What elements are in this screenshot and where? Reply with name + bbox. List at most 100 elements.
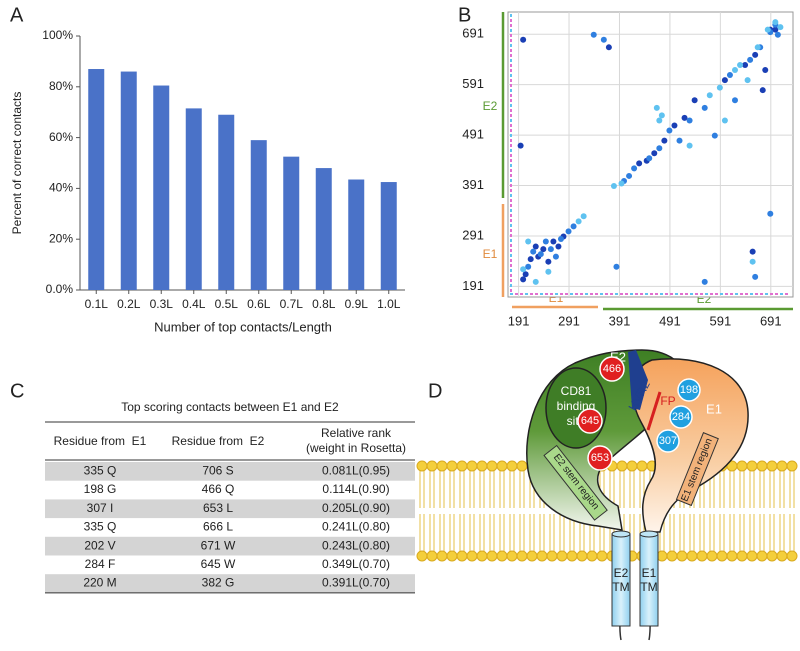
axis-marker [720,293,723,295]
lipid-head [766,460,778,472]
contact-point [636,160,643,167]
axis-marker [695,293,698,295]
hvr2-region [628,350,648,410]
lipid-head [486,460,498,472]
axis-marker [510,144,512,147]
cell: 335 Q [84,520,117,534]
axis-marker [510,74,512,77]
contact-point [565,228,572,235]
x-tick-label: 191 [508,313,530,328]
x-tick-label: 0.8L [312,297,336,311]
cell: 0.243L(0.80) [322,538,390,552]
cell: 198 G [84,482,117,496]
axis-marker [615,293,618,295]
lipid-head [666,550,678,562]
axis-marker [755,293,758,295]
axis-marker [510,109,512,112]
site-marker [587,445,613,471]
fp-label: FP [660,394,675,408]
cell: 0.241L(0.80) [322,520,390,534]
axis-marker [510,259,512,262]
axis-marker [530,293,533,295]
contact-point [661,137,668,144]
axis-marker [510,64,512,67]
contact-point [752,51,759,58]
panel-label: D [428,380,442,402]
sites: 466 645 653 198 284 307 [577,356,701,471]
contact-point [547,246,554,253]
axis-marker [545,293,548,295]
cell: 466 Q [202,482,235,496]
axis-marker [560,293,563,295]
axis-marker [510,179,512,182]
column-header: Residue from E2 [172,434,265,448]
axis-marker [510,54,512,57]
axis-marker [510,24,512,27]
contact-point [575,218,582,225]
lipid-head [466,550,478,562]
axis-marker [510,184,512,187]
lipid-tail [789,470,795,552]
contact-point [537,251,544,258]
cell: 653 L [203,501,233,515]
contact-point [580,213,587,220]
lipid-head [776,550,788,562]
contact-point [545,268,552,275]
lipid-tail [489,470,495,552]
contact-point [721,117,728,124]
tm-label: E1 [642,566,657,580]
x-tick-label: 0.4L [182,297,206,311]
contact-point [742,61,749,68]
contact-point [530,248,537,255]
contact-point [686,142,693,149]
x-axis-label: Number of top contacts/Length [154,319,332,334]
lipid-head [726,550,738,562]
axis-marker [510,124,512,127]
row-band [45,499,415,519]
axis-marker [510,279,512,282]
contact-point [759,87,766,94]
axis-marker [510,164,512,167]
axis-marker [510,104,512,107]
site-label: 198 [680,384,698,396]
axis-marker [510,84,512,87]
contact-point [754,44,761,51]
x-tick-label: 1.0L [377,297,401,311]
contact-point [691,97,698,104]
contact-point [671,122,678,129]
axis-marker [510,254,512,257]
x-tick-label: 0.9L [345,297,369,311]
lipid-head [476,550,488,562]
contact-point [767,210,774,217]
lipid-tail [639,470,645,552]
contact-point [527,256,534,263]
site-marker [669,405,693,429]
y-axis-label: Percent of correct contacts [10,92,24,235]
axis-marker [665,293,668,295]
contact-point [550,238,557,245]
x-tick-label: 0.2L [117,297,141,311]
panel-label: B [458,4,471,26]
lipid-tail [739,470,745,552]
lipid-head [756,550,768,562]
x-tick-label: 391 [609,313,631,328]
x-tick-label: 291 [558,313,580,328]
lipid-tail [749,470,755,552]
e1-tm [639,530,659,627]
lipid-head [556,550,568,562]
y-tick-label: 80% [49,79,73,93]
contact-point [658,112,665,119]
contact-point [666,127,673,134]
e2-stem [543,444,608,521]
lipid-head [546,550,558,562]
axis-marker [715,293,718,295]
axis-marker [510,14,512,17]
bar [315,168,332,290]
column-header: Residue from E1 [54,434,147,448]
contact-point [772,26,779,33]
cell: 382 G [202,576,235,590]
diagram: E2 TM E1 TM E2 E1 CD81 binding site HVR2… [416,349,798,641]
axis-marker [510,114,512,117]
lipid-tail [459,470,465,552]
